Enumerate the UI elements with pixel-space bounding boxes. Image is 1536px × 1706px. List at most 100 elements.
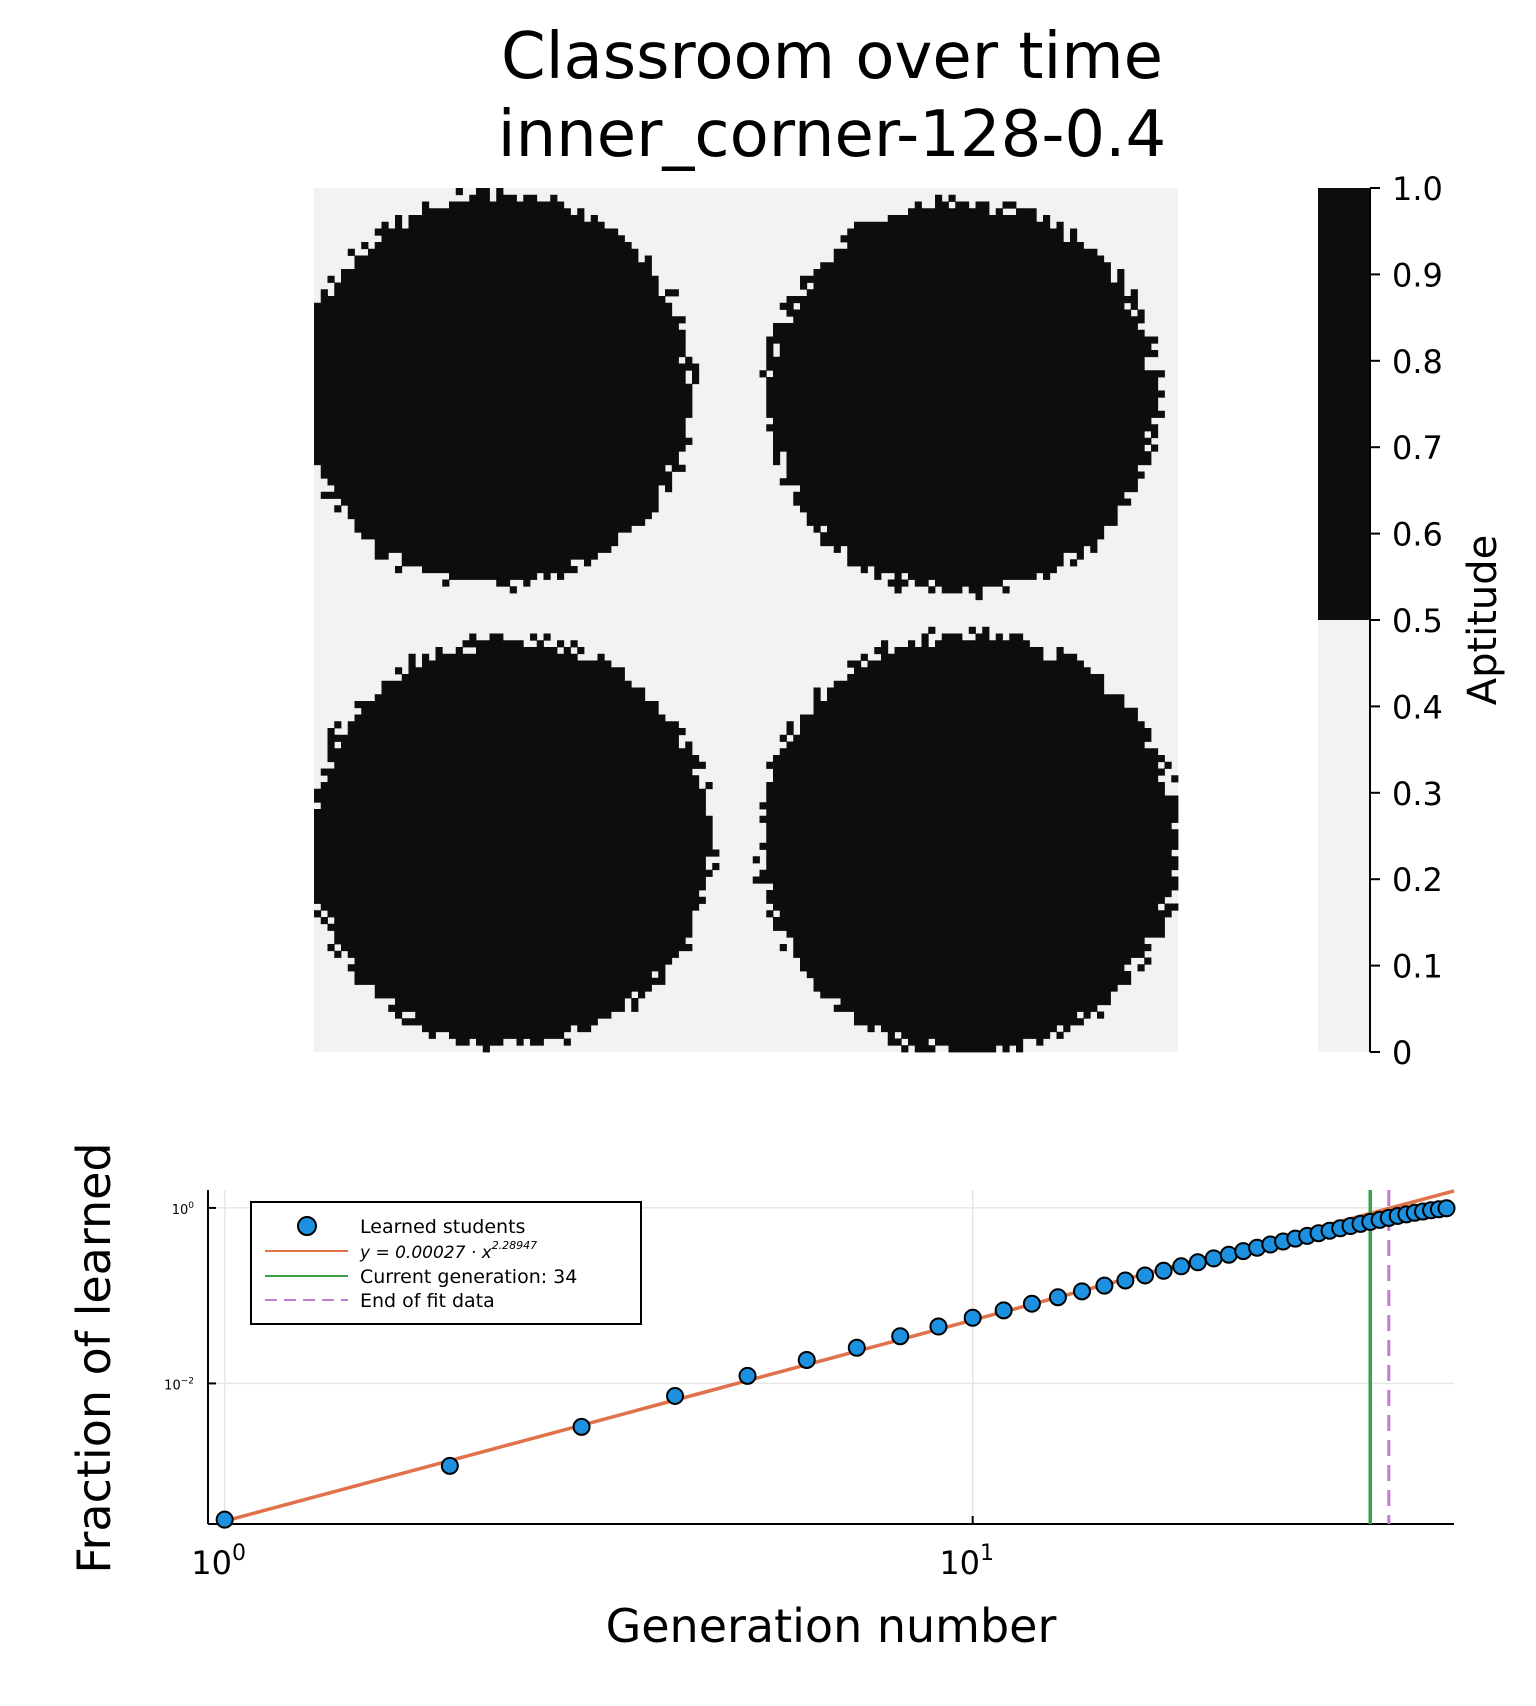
legend-end-label: End of fit data [360,1290,495,1312]
heatmap-cell [469,194,490,202]
heatmap-cell [509,586,517,594]
heatmap-cell [793,316,1145,324]
heatmap-cell [314,890,700,898]
heatmap-cell [1151,444,1159,452]
y-tick-label: 100 [172,1201,195,1218]
heatmap-cell [590,215,598,223]
heatmap-cell [347,512,652,520]
heatmap-cell [779,944,787,952]
heatmap-cell [314,343,686,351]
colorbar-tick-label: 0.2 [1392,861,1443,899]
heatmap-cell [1070,235,1078,243]
heatmap-cell [935,201,949,209]
colorbar-lower [1318,620,1370,1052]
heatmap-cell [766,336,1159,344]
legend-current-label: Current generation: 34 [360,1266,577,1288]
heatmap-cell [759,842,1179,850]
heatmap-cell [786,741,1145,749]
scatter-plot: 100 101 100 10−2 Learned students y = 0.000… [67,1142,1456,1653]
heatmap-cell [597,653,605,661]
heatmap-cell [462,640,524,648]
heatmap-cell [766,397,1159,405]
heatmap-cell [800,964,1125,972]
heatmap-cell [584,559,592,567]
heatmap-cell [314,815,713,823]
heatmap-cell [314,444,686,452]
x-axis-label: Generation number [606,1599,1057,1653]
heatmap-cell [887,215,1037,223]
heatmap [314,188,1179,1053]
heatmap-cell [354,525,632,533]
heatmap-cell [455,188,463,196]
heatmap-cell [374,694,646,702]
heatmap-cell [1070,228,1078,236]
heatmap-cell [887,1038,902,1046]
heatmap-cell [881,640,889,648]
heatmap-cell [800,714,1138,722]
heatmap-cell [820,991,1111,999]
heatmap-cell [840,998,1111,1006]
data-point [440,1456,459,1475]
heatmap-cell [1043,572,1051,580]
heatmap-cell [766,410,1165,418]
heatmap-cell [766,377,1159,385]
heatmap-cell [948,1045,997,1053]
colorbar-tick-label: 1.0 [1392,170,1443,208]
heatmap-cell [921,640,929,648]
heatmap-cell [833,545,841,553]
legend-scatter-marker [297,1216,317,1236]
heatmap-cell [894,586,902,594]
heatmap-cell [314,329,686,337]
heatmap-cell [422,1025,571,1033]
heatmap-cell [800,485,1138,493]
heatmap-cell [800,302,1125,310]
colorbar-upper [1318,188,1370,620]
heatmap-cell [948,194,956,202]
heatmap-cell [786,471,1145,479]
heatmap-cell [800,275,1111,283]
heatmap-cell [320,917,328,925]
heatmap-cell [847,545,1084,553]
heatmap-cell [1083,1011,1091,1019]
heatmap-cell [631,1004,639,1012]
heatmap-cell [422,201,430,209]
heatmap-cell [327,944,335,952]
heatmap-cell [341,944,693,952]
heatmap-cell [320,289,328,297]
data-point [891,1327,910,1346]
heatmap-cell [766,809,1179,817]
heatmap-cell [1009,633,1024,641]
heatmap-cell [827,687,1105,695]
heatmap-cell [354,977,666,985]
heatmap-cell [671,464,686,472]
heatmap-cell [854,221,1051,229]
heatmap-cell [354,701,659,709]
heatmap-cell [476,647,558,655]
heatmap-cell [1164,903,1179,911]
heatmap-cell [752,856,760,864]
heatmap-cell [766,829,1179,837]
heatmap-cell [820,262,1111,270]
heatmap-cell [975,201,990,209]
heatmap-cell [577,1025,592,1033]
heatmap-cell [779,910,1172,918]
heatmap-cell [1144,957,1152,965]
heatmap-cell [759,802,1179,810]
heatmap-cell [314,410,693,418]
heatmap-cell [327,775,700,783]
heatmap-cell [1056,653,1078,661]
heatmap-cell [496,194,517,202]
heatmap-cell [860,653,868,661]
heatmap-cell [482,1045,490,1053]
heatmap-cell [347,950,679,958]
heatmap-cell [685,356,693,364]
chart-subtitle: inner_corner-128-0.4 [498,98,1166,172]
heatmap-cell [773,417,1152,425]
heatmap-cell [806,518,1118,526]
heatmap-cell [476,188,490,196]
heatmap-cell [914,1045,936,1053]
heatmap-cell [1130,289,1138,297]
heatmap-cell [1002,201,1017,209]
heatmap-cell [341,498,659,506]
chart-title: Classroom over time [501,20,1163,94]
